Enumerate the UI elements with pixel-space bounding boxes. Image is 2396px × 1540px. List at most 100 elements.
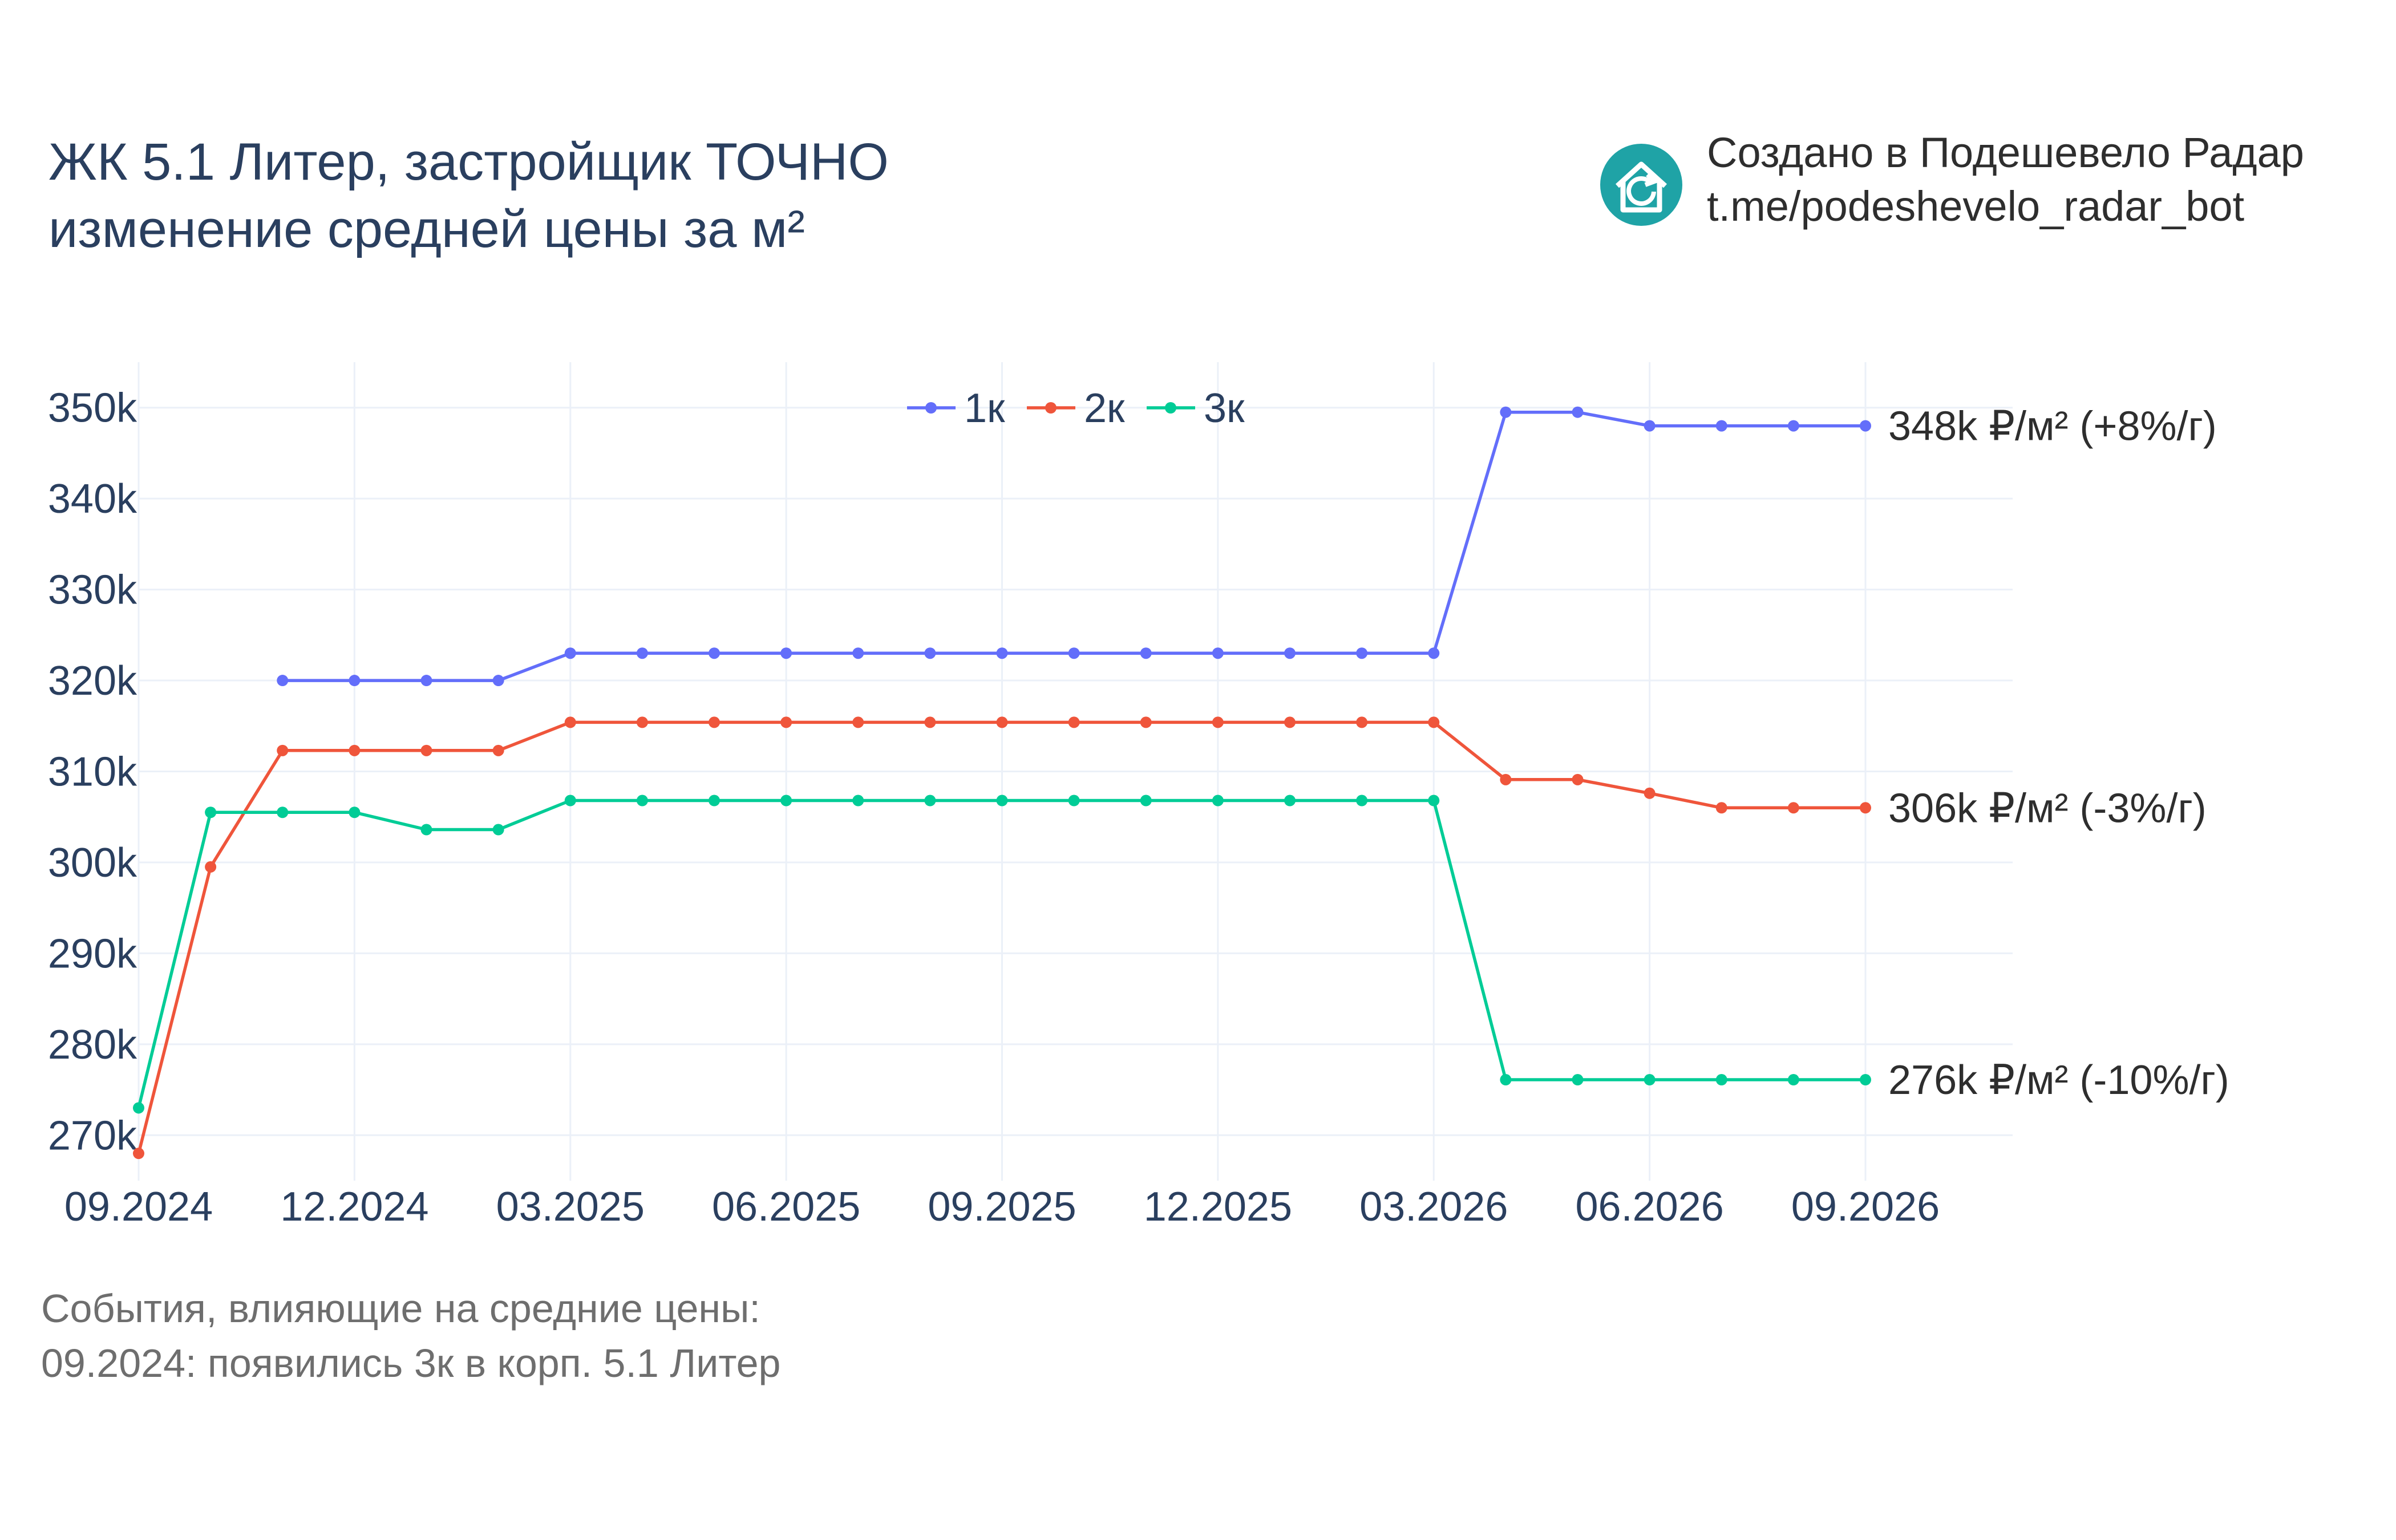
data-point (133, 1102, 144, 1114)
event-item: 09.2024: появились 3к в корп. 5.1 Литер (41, 1341, 780, 1385)
y-tick-label: 290k (48, 931, 137, 976)
legend-label: 3к (1204, 386, 1245, 431)
chart-series: 348k ₽/м² (+8%/г) 306k ₽/м² (-3%/г) 276k ₽… (133, 404, 2229, 1160)
series-end-label: 348k ₽/м² (+8%/г) (1888, 404, 2217, 449)
legend-label: 2к (1084, 386, 1125, 431)
data-point (780, 647, 792, 659)
y-tick-label: 340k (48, 476, 137, 522)
y-tick-label: 320k (48, 658, 137, 704)
x-tick-label: 06.2026 (1575, 1184, 1723, 1230)
data-point (564, 647, 576, 659)
data-point (1787, 802, 1799, 814)
data-point (1212, 647, 1224, 659)
data-point (1356, 716, 1368, 728)
data-point (277, 675, 289, 687)
data-point (1860, 420, 1871, 432)
x-tick-label: 06.2025 (712, 1184, 860, 1230)
data-point (1572, 773, 1584, 785)
brand-name: Создано в Подешевело Радар (1707, 129, 2304, 176)
legend-item: 1к (907, 386, 1005, 431)
data-point (420, 824, 432, 836)
data-point (1715, 1074, 1727, 1086)
x-tick-label: 03.2026 (1359, 1184, 1508, 1230)
data-point (924, 795, 936, 807)
chart-title-line1: ЖК 5.1 Литер, застройщик ТОЧНО (48, 133, 889, 191)
data-point (636, 647, 648, 659)
data-point (1860, 1074, 1871, 1086)
data-point (1068, 795, 1080, 807)
data-point (1644, 420, 1656, 432)
data-point (1500, 1074, 1512, 1086)
series-1к: 348k ₽/м² (+8%/г) (277, 404, 2217, 687)
legend-item: 3к (1147, 386, 1245, 431)
data-point (133, 1148, 144, 1160)
data-point (1068, 647, 1080, 659)
data-point (1715, 420, 1727, 432)
y-axis: 270k 280k 290k 300k 310k 320k 330k 340k 350k (48, 386, 137, 1159)
data-point (1356, 795, 1368, 807)
data-point (492, 675, 504, 687)
data-point (1356, 647, 1368, 659)
data-point (852, 795, 864, 807)
data-point (924, 716, 936, 728)
series-end-label: 276k ₽/м² (-10%/г) (1888, 1057, 2229, 1103)
data-point (1644, 787, 1656, 799)
y-tick-label: 300k (48, 840, 137, 886)
data-point (564, 795, 576, 807)
data-point (852, 716, 864, 728)
data-point (709, 647, 720, 659)
data-point (780, 716, 792, 728)
x-tick-label: 09.2024 (64, 1184, 213, 1230)
data-point (1428, 795, 1440, 807)
data-point (852, 647, 864, 659)
chart-grid (137, 362, 2013, 1181)
data-point (996, 716, 1008, 728)
x-tick-label: 09.2025 (928, 1184, 1076, 1230)
legend-label: 1к (964, 386, 1005, 431)
data-point (1644, 1074, 1656, 1086)
legend-swatch-marker (1165, 402, 1176, 414)
chart-legend: 1к 2к 3к (907, 386, 1245, 431)
data-point (1500, 773, 1512, 785)
data-point (277, 807, 289, 818)
x-axis: 09.2024 12.2024 03.2025 06.2025 09.2025 12.20… (64, 1184, 1940, 1230)
brand-logo-icon (1600, 144, 1682, 226)
data-point (780, 795, 792, 807)
data-point (277, 744, 289, 756)
chart-title-line2: изменение средней цены за м² (48, 200, 805, 258)
data-point (709, 795, 720, 807)
y-tick-label: 350k (48, 386, 137, 431)
data-point (1787, 1074, 1799, 1086)
data-point (1068, 716, 1080, 728)
data-point (1212, 716, 1224, 728)
data-point (636, 795, 648, 807)
data-point (492, 744, 504, 756)
data-point (636, 716, 648, 728)
x-tick-label: 03.2025 (496, 1184, 645, 1230)
data-point (1572, 406, 1584, 418)
series-end-label: 306k ₽/м² (-3%/г) (1888, 785, 2207, 831)
data-point (420, 675, 432, 687)
x-tick-label: 09.2026 (1791, 1184, 1940, 1230)
data-point (996, 647, 1008, 659)
data-point (1140, 647, 1152, 659)
data-point (1715, 802, 1727, 814)
data-point (1428, 647, 1440, 659)
data-point (1860, 802, 1871, 814)
data-point (1140, 716, 1152, 728)
data-point (924, 647, 936, 659)
data-point (1140, 795, 1152, 807)
brand-link[interactable]: t.me/podeshevelo_radar_bot (1707, 183, 2245, 230)
y-tick-label: 270k (48, 1113, 137, 1158)
data-point (349, 807, 361, 818)
data-point (709, 716, 720, 728)
events-heading: События, влияющие на средние цены: (41, 1286, 760, 1331)
legend-item: 2к (1027, 386, 1125, 431)
data-point (349, 744, 361, 756)
data-point (1787, 420, 1799, 432)
data-point (1428, 716, 1440, 728)
y-tick-label: 280k (48, 1022, 137, 1068)
data-point (205, 861, 217, 873)
data-point (1500, 406, 1512, 418)
legend-swatch-marker (1045, 402, 1057, 414)
